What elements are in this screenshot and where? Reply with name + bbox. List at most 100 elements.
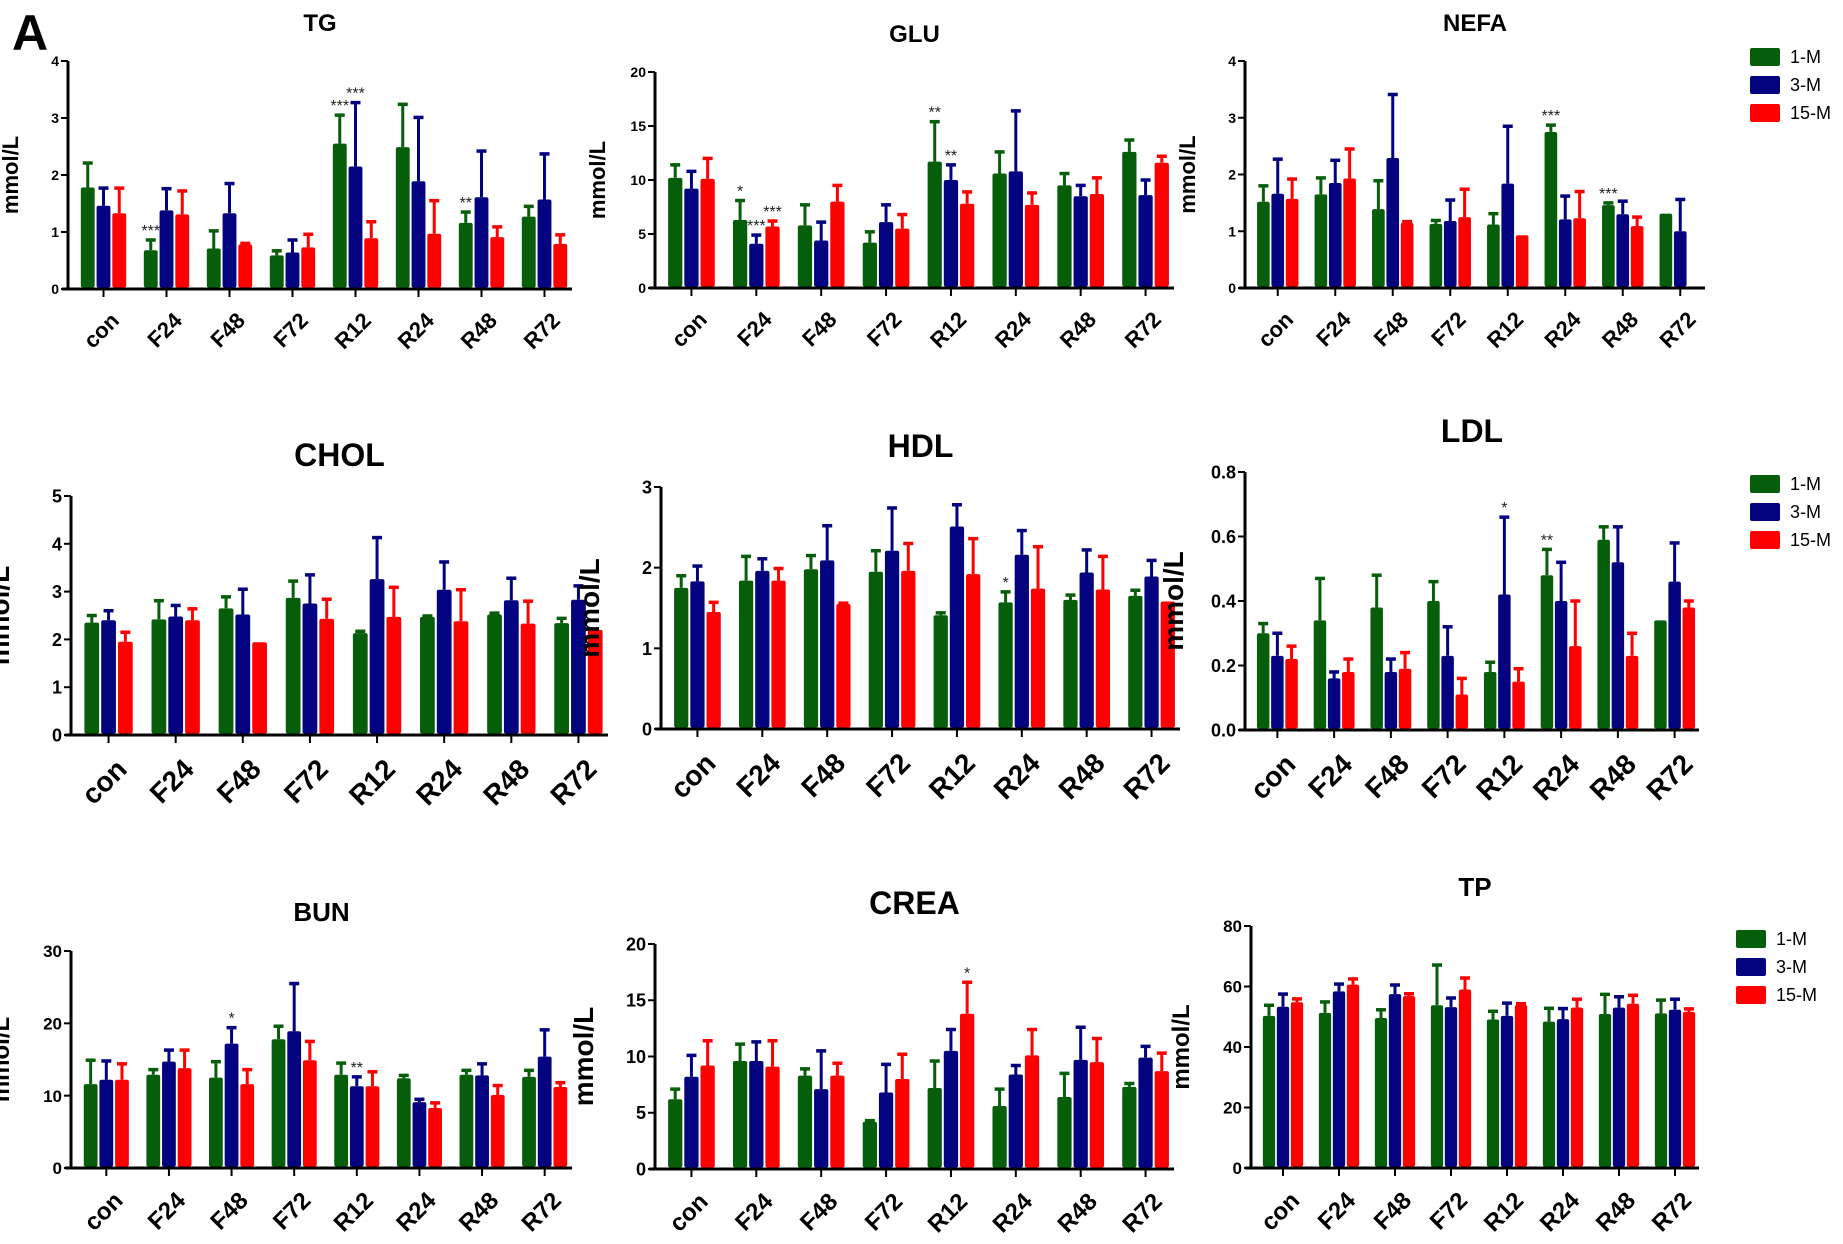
bar-15-m-r48 <box>1630 226 1644 287</box>
bar-1-m-f48 <box>797 1075 813 1168</box>
bar-15-m-con <box>1285 659 1298 729</box>
x-tick-label: F24 <box>1313 1187 1362 1236</box>
y-tick-label: 10 <box>630 172 646 188</box>
bar-3-m-f24 <box>1332 991 1346 1167</box>
x-tick-label: R12 <box>925 307 971 353</box>
legend-swatch-3-m <box>1736 958 1766 976</box>
bar-3-m-r72 <box>1138 195 1153 287</box>
bar-1-m-r72 <box>522 1076 536 1167</box>
x-tick-label: R48 <box>1053 747 1111 805</box>
x-tick-label: R72 <box>1117 1188 1167 1238</box>
bar-15-m-r48 <box>1095 589 1111 728</box>
bar-15-m-con <box>112 213 127 288</box>
bar-1-m-r24 <box>395 147 410 288</box>
bar-15-m-f24 <box>765 1066 780 1168</box>
bar-1-m-r12 <box>927 1088 942 1168</box>
bar-1-m-f72 <box>862 242 877 287</box>
x-tick-label: F24 <box>144 753 200 809</box>
bar-1-m-f48 <box>218 608 234 734</box>
x-tick-label: R72 <box>1640 748 1698 806</box>
bar-15-m-f72 <box>895 228 910 287</box>
bar-15-m-f48 <box>238 244 253 288</box>
bar-1-m-r72 <box>521 216 536 288</box>
bar-3-m-con <box>1276 1006 1290 1167</box>
x-tick-label: R12 <box>923 747 981 805</box>
chart-title: BUN <box>293 897 349 927</box>
significance-marker: * <box>228 1011 234 1028</box>
bar-15-m-f24 <box>177 1068 192 1167</box>
bar-15-m-r12 <box>960 203 975 287</box>
bar-15-m-r24 <box>1573 218 1586 287</box>
bar-1-m-f72 <box>269 255 284 288</box>
y-tick-label: 20 <box>630 64 646 80</box>
x-tick-label: con <box>79 1187 128 1236</box>
bar-3-m-r48 <box>1073 196 1088 287</box>
chart-panel-hdl: HDL 0 1 2 3 mmol/L con F24 F48 F72 R12 R24 R48 R72 * <box>574 428 1180 805</box>
legend-label: 3-M <box>1790 502 1821 522</box>
bar-15-m-r48 <box>520 623 536 734</box>
bar-15-m-r24 <box>453 621 469 734</box>
x-tick-label: con <box>664 747 721 804</box>
y-tick-label: 2 <box>1228 167 1236 183</box>
legend-swatch-1-m <box>1736 930 1766 948</box>
bar-15-m-r72 <box>553 1086 568 1167</box>
bar-1-m-r72 <box>554 623 570 734</box>
x-tick-label: F72 <box>1426 307 1470 351</box>
x-tick-label: R48 <box>1053 1188 1103 1238</box>
bar-1-m-f48 <box>206 248 221 288</box>
legend-label: 15-M <box>1776 985 1817 1005</box>
bar-3-m-f24 <box>755 570 770 728</box>
chart-title: CHOL <box>294 437 385 473</box>
bar-1-m-r24 <box>992 173 1007 287</box>
bar-3-m-r12 <box>1500 1015 1514 1167</box>
bar-1-m-r12 <box>927 161 942 287</box>
bar-3-m-r24 <box>1008 171 1023 287</box>
y-axis-label: mmol/L <box>0 136 23 214</box>
y-tick-label: 0.8 <box>1211 462 1236 482</box>
bar-3-m-r12 <box>943 1050 959 1168</box>
bar-1-m-r48 <box>1597 539 1610 729</box>
y-tick-label: 5 <box>636 1103 646 1123</box>
x-tick-label: R24 <box>1539 306 1586 353</box>
bar-1-m-r48 <box>458 222 473 288</box>
bar-15-m-f48 <box>830 201 845 287</box>
y-axis-label: mmol/L <box>1168 1004 1195 1089</box>
bar-1-m-r48 <box>1063 599 1078 728</box>
y-tick-label: 2 <box>642 558 652 578</box>
bar-3-m-f48 <box>1388 994 1402 1167</box>
x-tick-label: F72 <box>278 753 334 809</box>
bar-1-m-r12 <box>1483 671 1497 729</box>
y-tick-label: 0.4 <box>1211 591 1236 611</box>
bar-1-m-con <box>1262 1015 1276 1167</box>
x-tick-label: con <box>76 753 133 810</box>
bar-15-m-f24 <box>765 226 780 287</box>
bar-15-m-r12 <box>1512 681 1525 729</box>
y-tick-label: 0 <box>51 281 59 297</box>
bar-1-m-r48 <box>1598 1014 1612 1167</box>
y-tick-label: 4 <box>1228 53 1236 69</box>
y-tick-label: 0 <box>53 1159 62 1178</box>
bar-15-m-r72 <box>587 629 603 734</box>
bar-3-m-f48 <box>1386 158 1400 287</box>
x-tick-label: F72 <box>862 307 906 351</box>
bar-3-m-f24 <box>162 1061 176 1167</box>
bar-1-m-f48 <box>1374 1017 1388 1167</box>
bar-1-m-f24 <box>1313 620 1327 729</box>
legend-label: 1-M <box>1790 47 1821 67</box>
x-tick-label: con <box>667 307 712 352</box>
bar-15-m-f24 <box>1346 984 1360 1167</box>
x-tick-label: R48 <box>454 1187 504 1237</box>
bar-3-m-r12 <box>1498 594 1511 729</box>
bar-1-m-r12 <box>352 633 368 734</box>
bar-1-m-f72 <box>862 1121 877 1168</box>
x-tick-label: F24 <box>143 1187 192 1236</box>
x-tick-label: R72 <box>517 1187 567 1237</box>
x-tick-label: R72 <box>1117 747 1175 805</box>
chart-title: TG <box>303 10 336 37</box>
bar-3-m-r48 <box>475 1075 489 1167</box>
y-tick-label: 0.0 <box>1211 720 1236 740</box>
y-tick-label: 10 <box>43 1087 62 1106</box>
bar-15-m-f72 <box>302 1060 317 1167</box>
bar-15-m-r24 <box>1024 1055 1040 1168</box>
bar-15-m-f24 <box>175 214 190 288</box>
